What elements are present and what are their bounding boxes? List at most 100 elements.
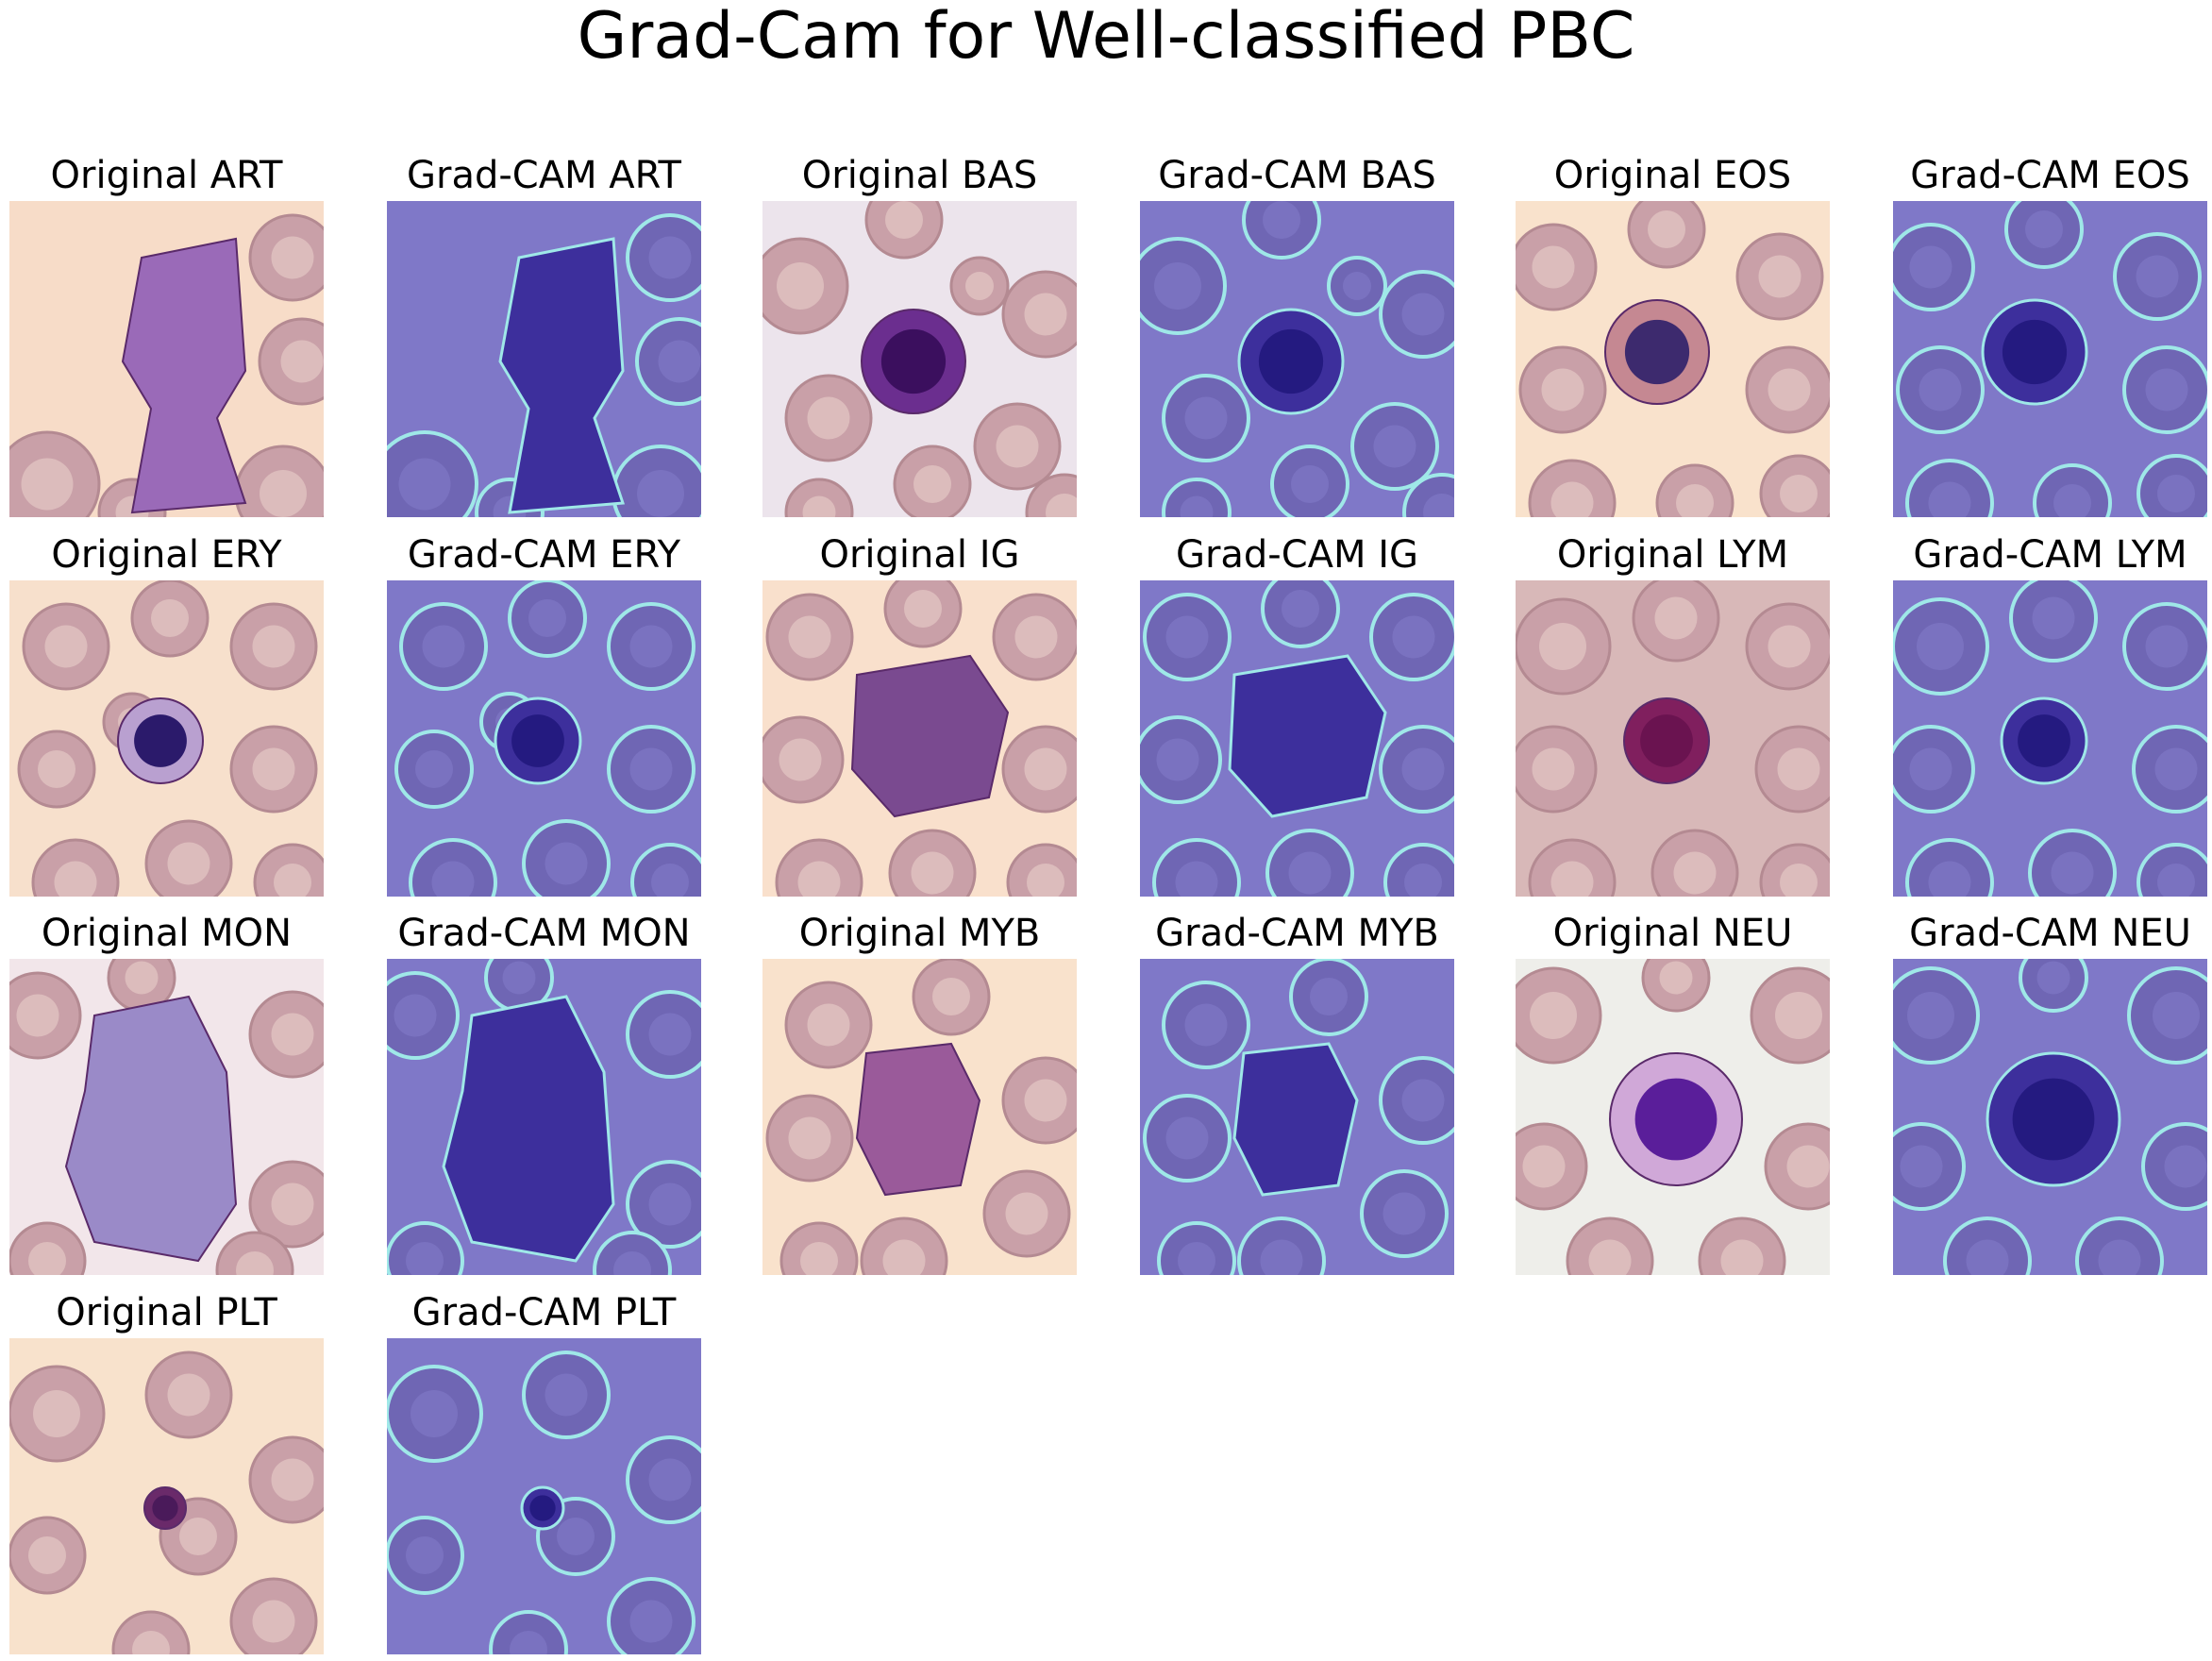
micrograph-image: [9, 201, 324, 517]
red-blood-cell: [1006, 843, 1077, 897]
red-blood-cell: [2009, 580, 2098, 663]
red-blood-cell: [9, 1221, 87, 1275]
cell-nucleus: [2002, 319, 2068, 385]
red-blood-cell: [387, 971, 460, 1060]
red-blood-cell: [409, 838, 497, 897]
red-blood-cell: [2113, 232, 2202, 321]
panel-caption: Original BAS: [801, 154, 1038, 197]
red-blood-cell: [17, 730, 96, 809]
red-blood-cell: [635, 317, 701, 406]
micrograph-image: [1140, 580, 1454, 897]
panel-original-eos: Original EOS: [1516, 154, 1830, 522]
red-blood-cell: [784, 981, 873, 1069]
red-blood-cell: [893, 445, 972, 517]
micrograph-image: [1140, 201, 1454, 517]
cell-nucleus: [1640, 714, 1693, 767]
red-blood-cell: [1627, 201, 1706, 269]
red-blood-cell: [912, 959, 991, 1036]
panel-original-neu: Original NEU: [1516, 912, 1830, 1280]
red-blood-cell: [1001, 270, 1077, 359]
red-blood-cell: [626, 1435, 701, 1524]
red-blood-cell: [1745, 602, 1830, 691]
red-blood-cell: [1528, 459, 1617, 517]
red-blood-cell: [765, 1094, 854, 1183]
red-blood-cell: [387, 430, 478, 517]
red-blood-cell: [1162, 478, 1232, 517]
red-blood-cell: [607, 725, 695, 814]
red-blood-cell: [1759, 454, 1830, 517]
red-blood-cell: [1516, 597, 1612, 696]
red-blood-cell: [508, 580, 587, 658]
panel-caption: Original ERY: [51, 533, 282, 577]
panel-original-art: Original ART: [9, 154, 324, 522]
red-blood-cell: [1350, 402, 1439, 491]
panel-original-lym: Original LYM: [1516, 533, 1830, 901]
panel-caption: Grad-CAM BAS: [1158, 154, 1436, 197]
red-blood-cell: [1566, 1216, 1654, 1275]
red-blood-cell: [2141, 1122, 2207, 1211]
red-blood-cell: [387, 1516, 464, 1595]
red-blood-cell: [973, 402, 1062, 491]
cell-nucleus: [152, 1495, 178, 1521]
red-blood-cell: [949, 256, 1010, 316]
target-cell: [855, 1042, 981, 1197]
red-blood-cell: [1698, 1216, 1786, 1275]
red-blood-cell: [394, 730, 474, 809]
red-blood-cell: [9, 1365, 106, 1463]
red-blood-cell: [1651, 829, 1739, 897]
target-cell: [498, 237, 626, 514]
panel-gradcam-myb: Grad-CAM MYB: [1140, 912, 1454, 1280]
red-blood-cell: [593, 1231, 672, 1275]
target-cell: [442, 995, 615, 1263]
red-blood-cell: [1893, 223, 1975, 311]
red-blood-cell: [215, 1231, 294, 1275]
panel-caption: Original IG: [819, 533, 1020, 577]
micrograph-image: [387, 580, 701, 897]
red-blood-cell: [2137, 843, 2207, 897]
panel-caption: Original NEU: [1552, 912, 1793, 955]
red-blood-cell: [253, 843, 324, 897]
panel-original-ig: Original IG: [762, 533, 1077, 901]
cell-nucleus: [2018, 714, 2070, 767]
red-blood-cell: [626, 213, 701, 302]
red-blood-cell: [1893, 1122, 1966, 1211]
red-blood-cell: [258, 317, 324, 406]
red-blood-cell: [992, 593, 1077, 681]
panel-caption: Grad-CAM ERY: [407, 533, 681, 577]
red-blood-cell: [9, 1516, 87, 1595]
panel-original-myb: Original MYB: [762, 912, 1077, 1280]
panel-gradcam-art: Grad-CAM ART: [387, 154, 701, 522]
figure-title: Grad-Cam for Well-classified PBC: [577, 0, 1635, 74]
red-blood-cell: [630, 843, 701, 897]
red-blood-cell: [248, 1435, 324, 1524]
panel-caption: Original ART: [50, 154, 283, 197]
panel-original-bas: Original BAS: [762, 154, 1077, 522]
panel-caption: Original MON: [41, 912, 293, 955]
cell-nucleus: [1624, 319, 1690, 385]
red-blood-cell: [1893, 597, 1989, 696]
panel-gradcam-eos: Grad-CAM EOS: [1893, 154, 2207, 522]
red-blood-cell: [762, 237, 849, 335]
red-blood-cell: [888, 829, 977, 897]
red-blood-cell: [1001, 1056, 1077, 1145]
red-blood-cell: [2033, 463, 2112, 517]
red-blood-cell: [762, 715, 845, 804]
red-blood-cell: [248, 213, 324, 302]
red-blood-cell: [612, 445, 701, 517]
panel-caption: Original MYB: [798, 912, 1041, 955]
micrograph-image: [1516, 959, 1830, 1275]
red-blood-cell: [1383, 843, 1454, 897]
panel-original-ery: Original ERY: [9, 533, 324, 901]
panel-caption: Grad-CAM IG: [1175, 533, 1419, 577]
red-blood-cell: [1943, 1216, 2032, 1275]
red-blood-cell: [1289, 959, 1368, 1036]
red-blood-cell: [1641, 959, 1711, 1013]
target-cell: [121, 237, 247, 514]
panel-caption: Grad-CAM MYB: [1155, 912, 1439, 955]
red-blood-cell: [229, 602, 318, 691]
panel-gradcam-lym: Grad-CAM LYM: [1893, 533, 2207, 901]
red-blood-cell: [1402, 473, 1454, 517]
red-blood-cell: [1327, 256, 1387, 316]
red-blood-cell: [1893, 966, 1980, 1065]
red-blood-cell: [399, 602, 488, 691]
